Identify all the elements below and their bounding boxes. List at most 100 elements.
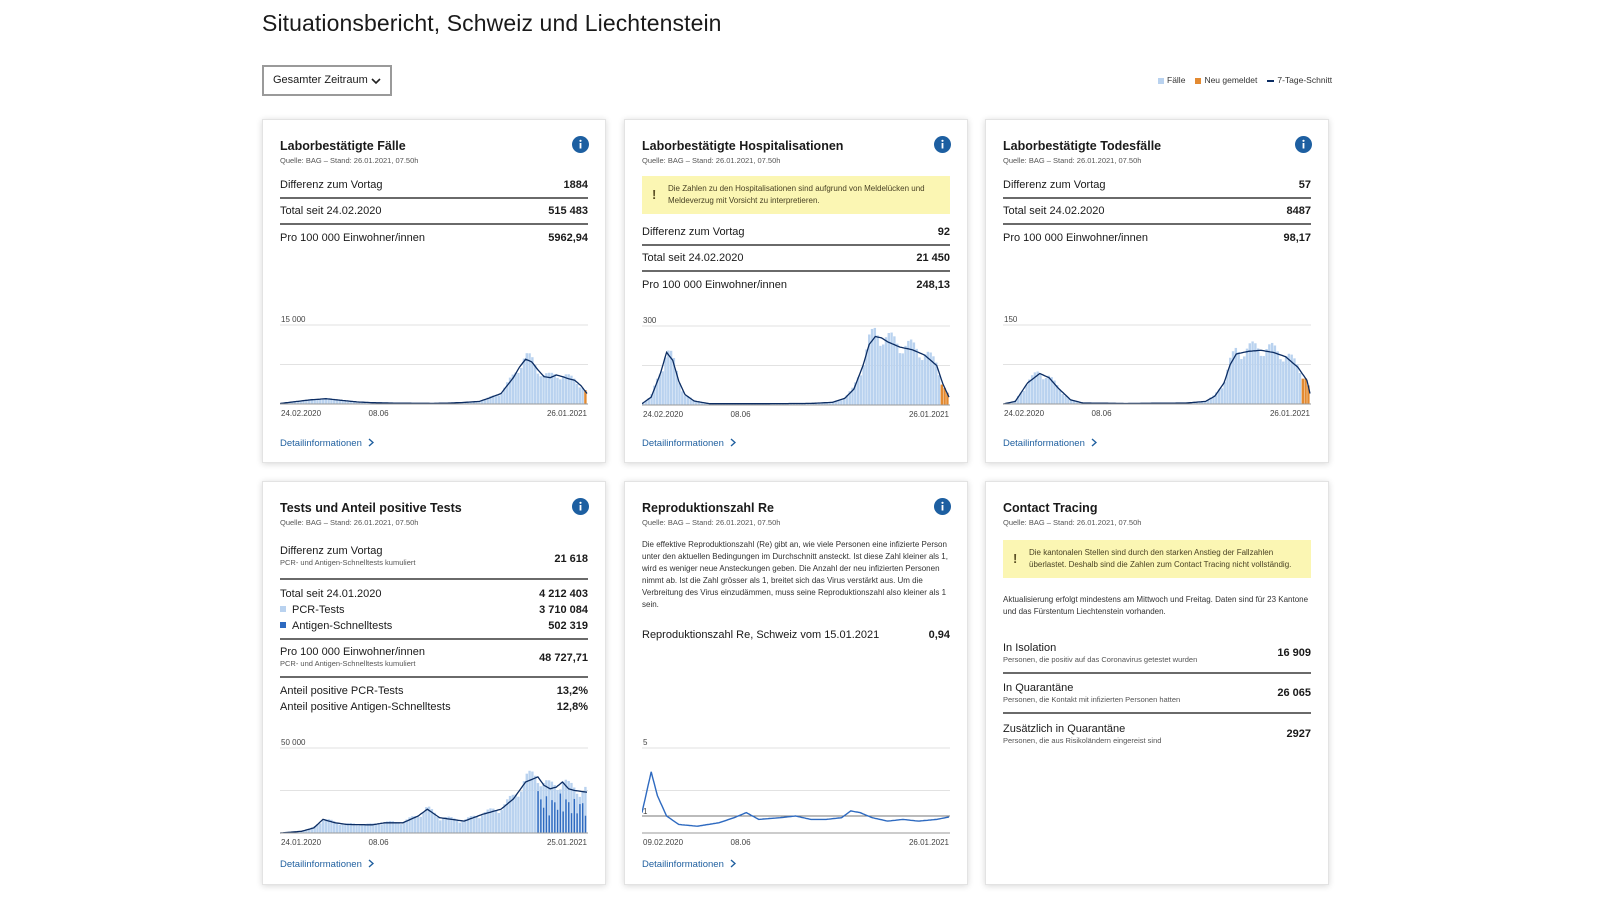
data-bar: [307, 828, 311, 833]
data-bar: [360, 402, 364, 404]
data-bar: [330, 819, 333, 833]
stat-row: Differenz zum Vortag 92: [642, 220, 950, 246]
data-bar: [480, 400, 484, 404]
x-tick-label: 08.06: [369, 838, 390, 847]
data-bar: [1226, 369, 1229, 404]
detail-link[interactable]: Detailinformationen: [280, 438, 374, 449]
data-bar: [909, 339, 913, 405]
data-bar: [444, 817, 448, 833]
y-max-label: 15 000: [281, 315, 306, 324]
data-bar: [461, 821, 464, 833]
data-bar: [898, 353, 902, 405]
data-bar: [1215, 392, 1218, 404]
data-bar: [380, 824, 383, 833]
stat-row: Total seit 24.01.2020 4 212 403: [280, 588, 588, 600]
info-icon[interactable]: [934, 136, 951, 153]
data-bar: [358, 402, 361, 404]
data-bar: [823, 402, 826, 405]
data-bar: [486, 809, 489, 833]
data-bar: [324, 398, 328, 404]
data-bar: [492, 395, 495, 404]
data-bar: [1298, 373, 1302, 404]
data-bar: [912, 342, 916, 405]
info-icon[interactable]: [1295, 136, 1312, 153]
data-bar: [1273, 345, 1277, 404]
data-bar: [868, 334, 871, 405]
info-icon[interactable]: [934, 498, 951, 515]
data-bar: [570, 375, 573, 404]
stat-row: In Quarantäne Personen, die Kontakt mit i…: [1003, 674, 1311, 714]
data-bar: [882, 344, 885, 405]
data-bar: [1036, 371, 1039, 404]
data-bar: [506, 382, 509, 404]
data-bar: [1245, 348, 1249, 404]
data-bar: [1064, 395, 1067, 404]
data-bar: [1019, 392, 1023, 404]
data-bar: [464, 819, 467, 833]
antigen-bar: [584, 815, 587, 833]
data-bar: [302, 830, 305, 833]
detail-link[interactable]: Detailinformationen: [1003, 438, 1097, 449]
y-max-label: 50 000: [281, 738, 306, 747]
data-bar: [1256, 348, 1260, 404]
data-bar: [327, 398, 330, 404]
data-bar: [302, 400, 305, 404]
data-bar: [795, 403, 798, 405]
data-bar: [831, 401, 835, 405]
data-bar: [1223, 381, 1226, 404]
antigen-bar: [582, 803, 584, 833]
card-hospitalisationen: Laborbestätigte Hospitalisationen Quelle…: [624, 119, 968, 463]
data-bar: [430, 809, 434, 833]
detail-link[interactable]: Detailinformationen: [642, 859, 736, 870]
detail-link[interactable]: Detailinformationen: [280, 859, 374, 870]
data-bar: [293, 401, 297, 404]
data-bar: [845, 395, 849, 405]
data-bar: [547, 372, 551, 404]
data-bar: [642, 403, 645, 405]
antigen-bar: [548, 815, 550, 833]
data-bar: [650, 394, 653, 405]
data-bar: [500, 393, 503, 404]
data-bar: [539, 376, 542, 404]
data-bar: [887, 332, 890, 405]
data-bar: [806, 403, 810, 405]
data-bar: [360, 825, 364, 833]
data-bar: [739, 403, 743, 405]
data-bar: [1201, 402, 1204, 404]
data-bar: [561, 376, 565, 404]
data-bar: [1293, 358, 1296, 404]
stat-row: Total seit 24.02.2020 515 483: [280, 199, 588, 225]
data-bar: [483, 399, 487, 404]
data-bar: [775, 403, 779, 405]
data-bar: [1229, 357, 1232, 404]
stat-row: Anteil positive PCR-Tests 13,2%: [280, 685, 588, 697]
x-tick-label: 24.02.2020: [1004, 409, 1045, 418]
data-bar: [1056, 385, 1059, 404]
data-bar: [873, 327, 877, 405]
data-bar: [1016, 395, 1020, 404]
data-bar: [299, 401, 302, 404]
data-bar: [321, 820, 325, 833]
data-bar: [355, 401, 358, 404]
data-bar: [695, 400, 698, 405]
data-bar: [683, 395, 687, 405]
stat-row: Differenz zum Vortag 1884: [280, 173, 588, 199]
data-bar: [1282, 361, 1285, 404]
data-bar: [1284, 355, 1288, 404]
info-icon[interactable]: [572, 136, 589, 153]
data-bar: [405, 819, 408, 833]
data-bar: [703, 403, 706, 405]
stats-list: Differenz zum Vortag 57 Total seit 24.02.…: [1003, 173, 1311, 251]
data-bar: [1248, 343, 1251, 404]
data-bar: [1072, 400, 1076, 404]
data-bar: [926, 351, 930, 405]
detail-link[interactable]: Detailinformationen: [642, 438, 736, 449]
stats-list: Differenz zum Vortag 1884 Total seit 24.0…: [280, 173, 588, 251]
period-select[interactable]: Gesamter Zeitraum: [262, 65, 392, 96]
data-bar: [828, 402, 832, 405]
data-bar: [333, 399, 336, 404]
data-bar: [305, 399, 308, 404]
data-bar: [352, 823, 355, 833]
stat-row: Total seit 24.02.2020 8487: [1003, 199, 1311, 225]
info-icon[interactable]: [572, 498, 589, 515]
